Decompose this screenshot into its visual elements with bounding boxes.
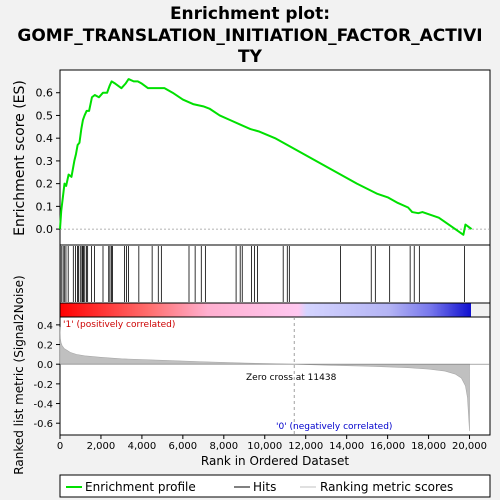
x-tick-label: 18,000	[411, 441, 446, 452]
legend-metric-label: Ranking metric scores	[320, 480, 453, 494]
metric-axis-ticks: 0.4 0.2 0.0 -0.2 -0.4 -0.6	[33, 321, 60, 430]
es-tick-label: 0.5	[36, 109, 54, 122]
enrichment-profile-line	[59, 78, 473, 236]
metric-plot-area	[59, 316, 491, 436]
legend-profile-label: Enrichment profile	[85, 480, 196, 494]
metric-tick-label: -0.2	[33, 380, 53, 391]
es-tick-label: 0.4	[36, 132, 54, 145]
legend-box	[59, 474, 491, 498]
metric-layer	[59, 317, 490, 435]
legend-hits-label: Hits	[253, 480, 276, 494]
es-tick-label: 0.6	[36, 87, 54, 100]
es-line-layer	[59, 78, 473, 236]
ranking-color-bar	[60, 303, 471, 317]
metric-tick-label: 0.0	[37, 360, 53, 371]
positive-label: '1' (positively correlated)	[63, 320, 175, 330]
metric-tick-label: -0.4	[33, 400, 53, 411]
x-tick-label: 2,000	[87, 441, 116, 452]
metric-tick-label: 0.4	[37, 321, 53, 332]
x-tick-label: 14,000	[329, 441, 364, 452]
y-axis-label-es: Enrichment score (ES)	[12, 80, 28, 236]
hits-layer	[60, 246, 465, 302]
metric-tick-label: 0.2	[37, 341, 53, 352]
zero-cross-label: Zero cross at 11438	[246, 373, 337, 383]
x-tick-label: 20,000	[452, 441, 487, 452]
hits-plot-area	[59, 244, 491, 304]
y-axis-label-metric: Ranked list metric (Signal2Noise)	[12, 275, 26, 474]
es-axis-ticks: 0.0 0.1 0.2 0.3 0.4 0.5 0.6	[36, 87, 60, 236]
es-tick-label: 0.2	[36, 178, 54, 191]
x-tick-label: 16,000	[370, 441, 405, 452]
chart-title-line1: Enrichment plot:	[170, 4, 330, 24]
x-tick-label: 6,000	[169, 441, 198, 452]
chart-title-line2: GOMF_TRANSLATION_INITIATION_FACTOR_ACTIV…	[17, 26, 482, 46]
es-tick-label: 0.0	[36, 223, 54, 236]
negative-label: '0' (negatively correlated)	[276, 422, 392, 432]
es-tick-label: 0.1	[36, 200, 54, 213]
x-tick-label: 0	[57, 441, 63, 452]
x-axis-label: Rank in Ordered Dataset	[201, 454, 349, 468]
x-tick-label: 10,000	[247, 441, 282, 452]
x-tick-label: 8,000	[209, 441, 238, 452]
x-tick-label: 4,000	[128, 441, 157, 452]
metric-tick-label: -0.6	[33, 419, 53, 430]
x-axis-ticks: 0 2,000 4,000 6,000 8,000 10,000 12,000 14,000 1…	[57, 435, 487, 452]
x-tick-label: 12,000	[288, 441, 323, 452]
es-plot-area	[59, 69, 491, 246]
es-tick-label: 0.3	[36, 155, 54, 168]
chart-title-line3: TY	[238, 47, 263, 67]
ranking-metric-area	[59, 326, 470, 432]
